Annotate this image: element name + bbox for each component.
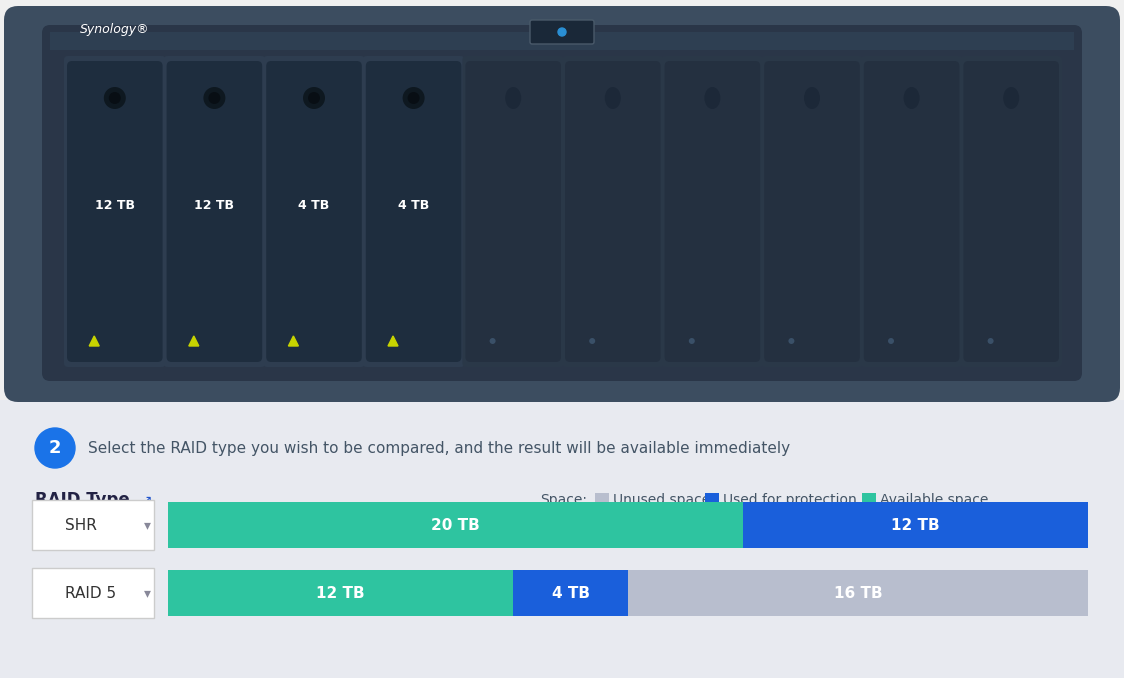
FancyBboxPatch shape <box>861 56 962 367</box>
FancyBboxPatch shape <box>167 570 513 616</box>
FancyBboxPatch shape <box>513 570 628 616</box>
Circle shape <box>308 92 320 104</box>
FancyBboxPatch shape <box>764 61 860 362</box>
Text: 20 TB: 20 TB <box>432 517 480 532</box>
Ellipse shape <box>804 87 821 109</box>
FancyBboxPatch shape <box>628 570 1088 616</box>
FancyBboxPatch shape <box>166 61 262 362</box>
Ellipse shape <box>1004 87 1019 109</box>
FancyBboxPatch shape <box>960 56 1062 367</box>
Circle shape <box>203 87 226 109</box>
Circle shape <box>103 87 126 109</box>
FancyBboxPatch shape <box>761 56 863 367</box>
FancyBboxPatch shape <box>31 500 154 550</box>
Text: 12 TB: 12 TB <box>316 586 365 601</box>
FancyBboxPatch shape <box>963 61 1059 362</box>
Ellipse shape <box>605 87 620 109</box>
Text: ▾: ▾ <box>144 586 151 600</box>
Text: RAID Type: RAID Type <box>35 491 129 509</box>
Text: RAID 5: RAID 5 <box>65 586 116 601</box>
Circle shape <box>988 338 994 344</box>
Circle shape <box>109 92 120 104</box>
Circle shape <box>402 87 425 109</box>
FancyBboxPatch shape <box>263 56 365 367</box>
Polygon shape <box>89 336 99 346</box>
FancyBboxPatch shape <box>363 56 464 367</box>
Text: 4 TB: 4 TB <box>398 199 429 212</box>
Circle shape <box>589 338 596 344</box>
Circle shape <box>208 92 220 104</box>
Circle shape <box>788 338 795 344</box>
FancyBboxPatch shape <box>266 61 362 362</box>
Text: 16 TB: 16 TB <box>834 586 882 601</box>
Text: 12 TB: 12 TB <box>94 199 135 212</box>
Polygon shape <box>289 336 298 346</box>
FancyBboxPatch shape <box>595 493 609 507</box>
Text: ↗: ↗ <box>140 493 152 507</box>
Text: Space:: Space: <box>540 493 587 507</box>
FancyBboxPatch shape <box>67 61 163 362</box>
Text: 4 TB: 4 TB <box>298 199 329 212</box>
FancyBboxPatch shape <box>565 61 661 362</box>
FancyBboxPatch shape <box>562 56 663 367</box>
FancyBboxPatch shape <box>4 6 1120 402</box>
Bar <box>0 0 1124 400</box>
FancyBboxPatch shape <box>64 56 165 367</box>
Bar <box>49 32 1075 50</box>
Text: 2: 2 <box>48 439 61 457</box>
FancyBboxPatch shape <box>31 568 154 618</box>
FancyBboxPatch shape <box>662 56 763 367</box>
FancyBboxPatch shape <box>664 61 760 362</box>
Text: Synology®: Synology® <box>80 24 149 37</box>
FancyBboxPatch shape <box>531 20 593 44</box>
FancyBboxPatch shape <box>743 502 1088 548</box>
Polygon shape <box>189 336 199 346</box>
FancyBboxPatch shape <box>365 61 461 362</box>
FancyBboxPatch shape <box>465 61 561 362</box>
Circle shape <box>888 338 894 344</box>
FancyBboxPatch shape <box>167 502 743 548</box>
Ellipse shape <box>904 87 919 109</box>
Text: SHR: SHR <box>65 517 97 532</box>
FancyBboxPatch shape <box>164 56 265 367</box>
Text: Select the RAID type you wish to be compared, and the result will be available i: Select the RAID type you wish to be comp… <box>88 441 790 456</box>
FancyBboxPatch shape <box>42 25 1082 381</box>
Circle shape <box>689 338 695 344</box>
Text: 12 TB: 12 TB <box>194 199 235 212</box>
Text: Unused space: Unused space <box>613 493 710 507</box>
Text: Available space: Available space <box>880 493 988 507</box>
Polygon shape <box>388 336 398 346</box>
FancyBboxPatch shape <box>705 493 718 507</box>
Text: ▾: ▾ <box>144 518 151 532</box>
Circle shape <box>35 428 75 468</box>
Bar <box>0 400 1124 678</box>
Circle shape <box>490 338 496 344</box>
Circle shape <box>303 87 325 109</box>
Circle shape <box>558 28 566 36</box>
Text: 4 TB: 4 TB <box>552 586 589 601</box>
Text: 12 TB: 12 TB <box>891 517 940 532</box>
FancyBboxPatch shape <box>864 61 960 362</box>
Text: Used for protection: Used for protection <box>723 493 856 507</box>
Ellipse shape <box>505 87 522 109</box>
FancyBboxPatch shape <box>862 493 876 507</box>
Circle shape <box>408 92 419 104</box>
FancyBboxPatch shape <box>462 56 564 367</box>
Ellipse shape <box>705 87 720 109</box>
